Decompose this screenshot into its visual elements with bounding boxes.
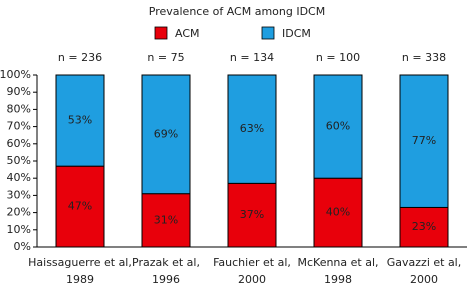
- bar-segment: [313, 74, 363, 179]
- data-label: 77%: [412, 134, 436, 147]
- sample-size: n = 236: [58, 51, 102, 64]
- bar-segment: [313, 177, 363, 248]
- y-tick-label: 30%: [7, 188, 31, 201]
- x-tick-label: 2000: [238, 273, 266, 286]
- x-tick-label: Prazak et al,: [132, 256, 200, 269]
- y-tick-label: 80%: [7, 102, 31, 115]
- x-tick-label: McKenna et al,: [297, 256, 378, 269]
- bar-segment: [227, 74, 277, 184]
- legend-swatch: [261, 26, 275, 40]
- chart-title: Prevalence of ACM among IDCM: [149, 5, 325, 18]
- bar-segment: [141, 74, 191, 195]
- x-tick-label: 2000: [410, 273, 438, 286]
- data-label: 40%: [326, 206, 350, 219]
- data-label: 37%: [240, 208, 264, 221]
- bar-segment: [55, 74, 105, 167]
- data-label: 31%: [154, 213, 178, 226]
- bar-segment: [227, 182, 277, 248]
- legend-swatch: [154, 26, 168, 40]
- x-tick-label: Gavazzi et al,: [387, 256, 462, 269]
- legend-label: ACM: [175, 27, 200, 40]
- y-tick-label: 40%: [7, 171, 31, 184]
- data-label: 53%: [68, 114, 92, 127]
- bar-segment: [399, 74, 449, 208]
- data-label: 60%: [326, 120, 350, 133]
- x-tick-label: 1996: [152, 273, 180, 286]
- y-tick-label: 90%: [7, 85, 31, 98]
- sample-size: n = 134: [230, 51, 274, 64]
- data-label: 23%: [412, 220, 436, 233]
- bar-segment: [55, 165, 105, 248]
- sample-size: n = 75: [147, 51, 184, 64]
- x-tick-label: Haissaguerre et al,: [28, 256, 132, 269]
- sample-size: n = 100: [316, 51, 360, 64]
- x-tick-label: Fauchier et al,: [213, 256, 291, 269]
- y-tick-label: 20%: [7, 206, 31, 219]
- x-tick-label: 1989: [66, 273, 94, 286]
- y-tick-label: 100%: [0, 68, 31, 81]
- legend-label: IDCM: [282, 27, 311, 40]
- x-tick-label: 1998: [324, 273, 352, 286]
- bar-segment: [399, 206, 449, 248]
- y-tick-label: 0%: [14, 240, 31, 253]
- y-tick-label: 10%: [7, 223, 31, 236]
- y-tick-label: 60%: [7, 137, 31, 150]
- sample-size: n = 338: [402, 51, 446, 64]
- data-label: 69%: [154, 127, 178, 140]
- y-tick-label: 70%: [7, 120, 31, 133]
- bar-segment: [141, 193, 191, 248]
- data-label: 63%: [240, 122, 264, 135]
- data-label: 47%: [68, 200, 92, 213]
- y-tick-label: 50%: [7, 154, 31, 167]
